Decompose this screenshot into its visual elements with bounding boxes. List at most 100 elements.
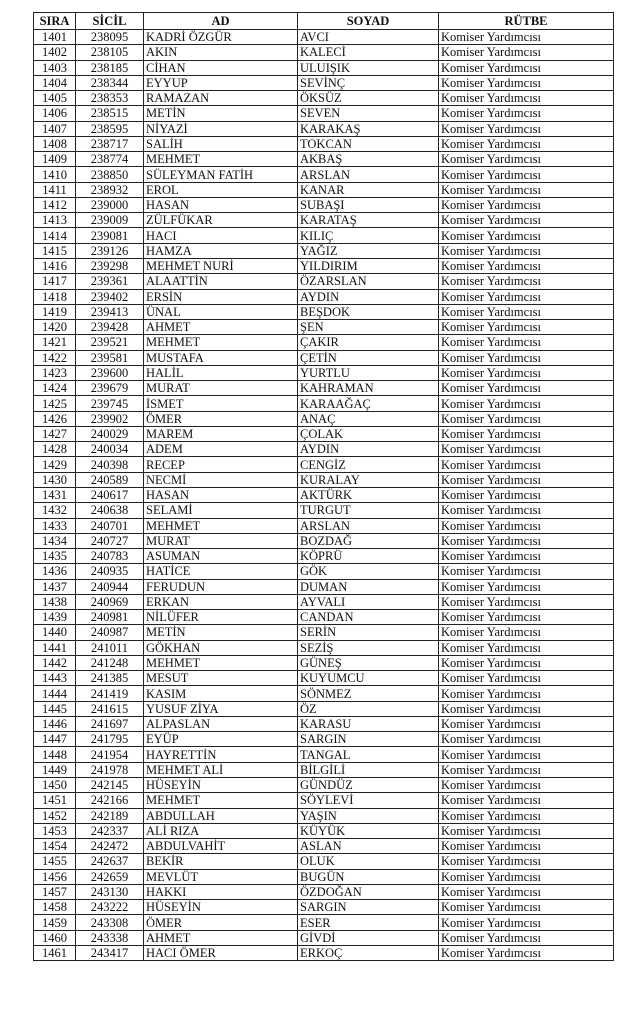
sicil-cell: 241248 — [75, 654, 144, 672]
soyad-cell: AYVALI — [297, 593, 439, 611]
table-row: 1402 238105 AKIN KALECİ Komiser Yardımcısı — [33, 44, 614, 61]
rutbe-cell: Komiser Yardımcısı — [438, 395, 614, 412]
table-row: 1450 242145 HÜSEYİN GÜNDÜZ Komiser Yardımcıs… — [33, 777, 614, 794]
sira-cell: 1433 — [33, 517, 76, 534]
ad-cell: METİN — [143, 105, 298, 122]
soyad-cell: ÖKSÜZ — [297, 90, 439, 107]
soyad-cell: OLUK — [297, 853, 439, 870]
sicil-cell: 239745 — [75, 395, 144, 412]
rutbe-cell: Komiser Yardımcısı — [438, 227, 614, 244]
sira-cell: 1452 — [33, 807, 76, 824]
header-row: SIRA SİCİL AD SOYAD RÜTBE — [33, 12, 614, 30]
table-row: 1442 241248 MEHMET GÜNEŞ Komiser Yardımcısı — [33, 654, 614, 672]
sira-cell: 1450 — [33, 777, 76, 794]
ad-cell: ALİ RIZA — [143, 822, 298, 840]
sira-cell: 1416 — [33, 257, 76, 275]
ad-cell: MUSTAFA — [143, 349, 298, 366]
ad-cell: MURAT — [143, 532, 298, 550]
sicil-cell: 240029 — [75, 425, 144, 443]
sira-cell: 1429 — [33, 456, 76, 473]
sira-cell: 1412 — [33, 196, 76, 214]
sicil-cell: 242145 — [75, 777, 144, 794]
rutbe-cell: Komiser Yardımcısı — [438, 883, 614, 901]
sicil-cell: 243417 — [75, 944, 144, 962]
sicil-cell: 241419 — [75, 685, 144, 702]
table-row: 1420 239428 AHMET ŞEN Komiser Yardımcısı — [33, 319, 614, 336]
soyad-cell: ASLAN — [297, 838, 439, 855]
sicil-cell: 239521 — [75, 334, 144, 351]
ad-cell: FERUDUN — [143, 578, 298, 595]
sira-cell: 1455 — [33, 853, 76, 870]
ad-cell: ÜNAL — [143, 303, 298, 321]
header-sicil: SİCİL — [75, 12, 144, 30]
table-row: 1434 240727 MURAT BOZDAĞ Komiser Yardımcısı — [33, 532, 614, 550]
rutbe-cell: Komiser Yardımcısı — [438, 670, 614, 687]
ad-cell: CİHAN — [143, 59, 298, 76]
soyad-cell: AVCI — [297, 28, 439, 46]
soyad-cell: GÖK — [297, 563, 439, 580]
soyad-cell: ÇETİN — [297, 349, 439, 366]
sira-cell: 1407 — [33, 120, 76, 137]
sira-cell: 1419 — [33, 303, 76, 321]
rutbe-cell: Komiser Yardımcısı — [438, 548, 614, 565]
rutbe-cell: Komiser Yardımcısı — [438, 593, 614, 611]
rutbe-cell: Komiser Yardımcısı — [438, 853, 614, 870]
rutbe-cell: Komiser Yardımcısı — [438, 563, 614, 580]
sira-cell: 1406 — [33, 105, 76, 122]
rutbe-cell: Komiser Yardımcısı — [438, 471, 614, 488]
rutbe-cell: Komiser Yardımcısı — [438, 807, 614, 824]
ad-cell: ABDULVAHİT — [143, 838, 298, 855]
sira-cell: 1454 — [33, 838, 76, 855]
rutbe-cell: Komiser Yardımcısı — [438, 822, 614, 840]
table-row: 1461 243417 HACI ÖMER ERKOÇ Komiser Yardımcı… — [33, 944, 614, 962]
ad-cell: ASUMAN — [143, 548, 298, 565]
sicil-cell: 239679 — [75, 380, 144, 397]
soyad-cell: ANAÇ — [297, 410, 439, 427]
table-row: 1429 240398 RECEP CENGİZ Komiser Yardımcısı — [33, 456, 614, 473]
soyad-cell: DUMAN — [297, 578, 439, 595]
sira-cell: 1441 — [33, 639, 76, 656]
sicil-cell: 240987 — [75, 624, 144, 641]
sira-cell: 1421 — [33, 334, 76, 351]
table-row: 1405 238353 RAMAZAN ÖKSÜZ Komiser Yardımcısı — [33, 90, 614, 107]
rutbe-cell: Komiser Yardımcısı — [438, 792, 614, 809]
sira-cell: 1438 — [33, 593, 76, 611]
soyad-cell: KARAKAŞ — [297, 120, 439, 137]
soyad-cell: CANDAN — [297, 609, 439, 626]
table-row: 1445 241615 YUSUF ZİYA ÖZ Komiser Yardımcısı — [33, 700, 614, 717]
ad-cell: HAYRETTİN — [143, 746, 298, 763]
ad-cell: HACI — [143, 227, 298, 244]
sicil-cell: 238932 — [75, 181, 144, 198]
table-row: 1444 241419 KASIM SÖNMEZ Komiser Yardımcısı — [33, 685, 614, 702]
table-row: 1412 239000 HASAN SUBAŞI Komiser Yardımcısı — [33, 196, 614, 214]
sicil-cell: 243130 — [75, 883, 144, 901]
soyad-cell: ARSLAN — [297, 517, 439, 534]
soyad-cell: AKTÜRK — [297, 486, 439, 504]
rutbe-cell: Komiser Yardımcısı — [438, 624, 614, 641]
sicil-cell: 243308 — [75, 914, 144, 931]
ad-cell: EYÜP — [143, 731, 298, 748]
table-row: 1456 242659 MEVLÜT BUGÜN Komiser Yardımcısı — [33, 868, 614, 885]
soyad-cell: GÜNEŞ — [297, 654, 439, 672]
rutbe-cell: Komiser Yardımcısı — [438, 105, 614, 122]
sira-cell: 1402 — [33, 44, 76, 61]
table-row: 1437 240944 FERUDUN DUMAN Komiser Yardımcısı — [33, 578, 614, 595]
soyad-cell: AYDIN — [297, 288, 439, 305]
rutbe-cell: Komiser Yardımcısı — [438, 425, 614, 443]
table-row: 1413 239009 ZÜLFÜKAR KARATAŞ Komiser Yardımc… — [33, 212, 614, 229]
sira-cell: 1461 — [33, 944, 76, 962]
sicil-cell: 242659 — [75, 868, 144, 885]
table-row: 1416 239298 MEHMET NURİ YILDIRIM Komiser Yar… — [33, 257, 614, 275]
ad-cell: EROL — [143, 181, 298, 198]
soyad-cell: TANGAL — [297, 746, 439, 763]
table-row: 1407 238595 NİYAZİ KARAKAŞ Komiser Yardımcıs… — [33, 120, 614, 137]
ad-cell: KADRİ ÖZGÜR — [143, 28, 298, 46]
sicil-cell: 238185 — [75, 59, 144, 76]
sira-cell: 1403 — [33, 59, 76, 76]
soyad-cell: ESER — [297, 914, 439, 931]
table-row: 1427 240029 MAREM ÇOLAK Komiser Yardımcısı — [33, 425, 614, 443]
sicil-cell: 239902 — [75, 410, 144, 427]
rutbe-cell: Komiser Yardımcısı — [438, 700, 614, 717]
table-row: 1460 243338 AHMET GİVDİ Komiser Yardımcısı — [33, 929, 614, 946]
sira-cell: 1428 — [33, 441, 76, 458]
